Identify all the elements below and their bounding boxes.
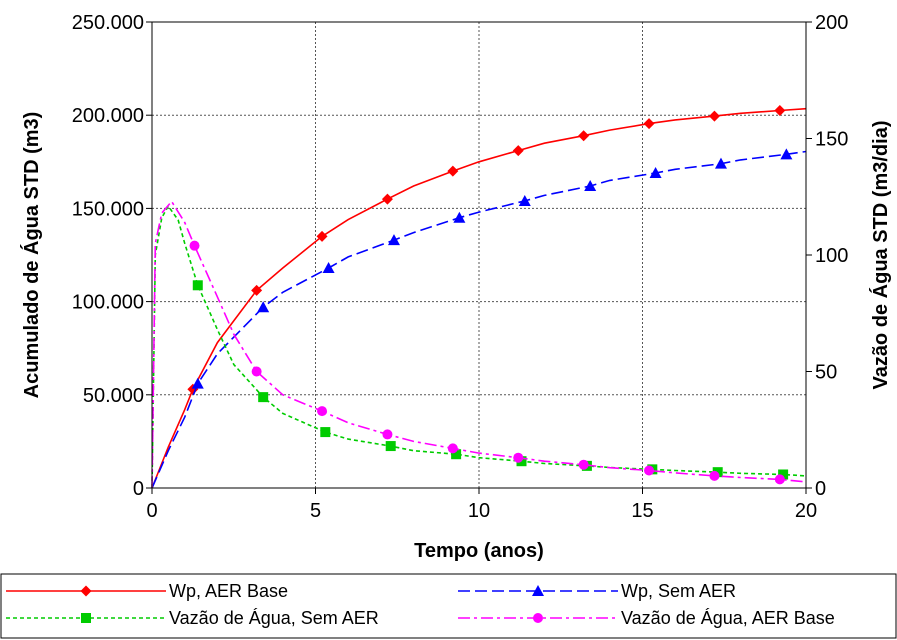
- legend-label: Vazão de Água, Sem AER: [169, 608, 379, 628]
- series-point: [382, 429, 393, 440]
- series-2: [151, 148, 807, 489]
- series-point: [453, 211, 466, 223]
- series-point: [774, 474, 785, 485]
- series-point: [513, 452, 524, 463]
- legend-box: [0, 573, 897, 639]
- series-point: [251, 366, 262, 377]
- series-point: [258, 392, 269, 403]
- left-y-axis-ticks: 0 50.000 100.000 150.000 200.000 250.000: [72, 12, 152, 500]
- series-point: [251, 284, 263, 296]
- legend-label: Vazão de Água, AER Base: [621, 608, 835, 628]
- series-point: [316, 230, 328, 242]
- series-point: [192, 280, 203, 291]
- right-y-tick-label: 0: [815, 478, 826, 500]
- legend-label: Wp, AER Base: [169, 581, 288, 601]
- legend-entry: Vazão de Água, Sem AER: [6, 608, 379, 628]
- left-y-axis-title: Acumulado de Água STD (m3): [20, 112, 43, 399]
- left-y-tick-label: 100.000: [72, 292, 144, 314]
- series-point: [708, 110, 720, 122]
- series-point: [189, 240, 200, 251]
- legend-marker: [532, 585, 544, 596]
- series-point: [780, 148, 793, 160]
- right-y-tick-label: 150: [815, 129, 848, 151]
- series-point: [518, 194, 531, 206]
- legend: Wp, AER Base Wp, Sem AER Vazão de Água, Se…: [0, 573, 897, 639]
- left-y-tick-label: 250.000: [72, 12, 144, 34]
- series-point: [191, 377, 204, 389]
- series-point: [381, 193, 393, 205]
- series-point: [451, 449, 462, 460]
- legend-label: Wp, Sem AER: [621, 581, 736, 601]
- series-line: [151, 200, 807, 489]
- series-point: [643, 118, 655, 130]
- x-axis-ticks: 0 5 10 15 20: [146, 488, 817, 522]
- grid-lines: [152, 22, 806, 488]
- left-y-tick-label: 0: [133, 478, 144, 500]
- series-point: [774, 105, 786, 117]
- left-y-tick-label: 50.000: [83, 385, 144, 407]
- legend-marker: [533, 613, 543, 623]
- series-point: [584, 180, 597, 192]
- legend-entry: Vazão de Água, AER Base: [458, 608, 835, 628]
- series-point: [317, 406, 328, 417]
- legend-entry: Wp, Sem AER: [458, 581, 736, 601]
- series-point: [385, 441, 396, 452]
- series-point: [578, 459, 589, 470]
- series-point: [447, 165, 459, 177]
- series-point: [778, 469, 789, 480]
- left-y-tick-label: 200.000: [72, 105, 144, 127]
- x-axis-title: Tempo (anos): [414, 540, 544, 562]
- series-point: [387, 234, 400, 246]
- series-point: [512, 145, 524, 157]
- x-tick-label: 20: [795, 500, 817, 522]
- series-point: [644, 465, 655, 476]
- series-4: [151, 200, 807, 489]
- series-1: [151, 105, 807, 489]
- legend-entry: Wp, AER Base: [6, 581, 288, 601]
- series-point: [447, 443, 458, 454]
- right-y-axis-title: Vazão de Água STD (m3/dia): [869, 121, 892, 390]
- right-y-axis-ticks: 0 50 100 150 200: [806, 12, 848, 500]
- x-tick-label: 0: [146, 500, 157, 522]
- legend-marker: [80, 585, 92, 597]
- right-y-tick-label: 50: [815, 362, 837, 384]
- series-layer: [151, 105, 807, 489]
- series-point: [578, 130, 590, 142]
- x-tick-label: 15: [631, 500, 653, 522]
- series-point: [709, 470, 720, 481]
- series-point: [320, 427, 331, 438]
- series-point: [322, 262, 335, 274]
- right-y-tick-label: 200: [815, 12, 848, 34]
- series-point: [714, 157, 727, 169]
- left-y-tick-label: 150.000: [72, 198, 144, 220]
- series-point: [649, 166, 662, 178]
- legend-marker: [81, 613, 91, 623]
- x-tick-label: 5: [310, 500, 321, 522]
- right-y-tick-label: 100: [815, 245, 848, 267]
- series-point: [257, 301, 270, 313]
- x-tick-label: 10: [468, 500, 490, 522]
